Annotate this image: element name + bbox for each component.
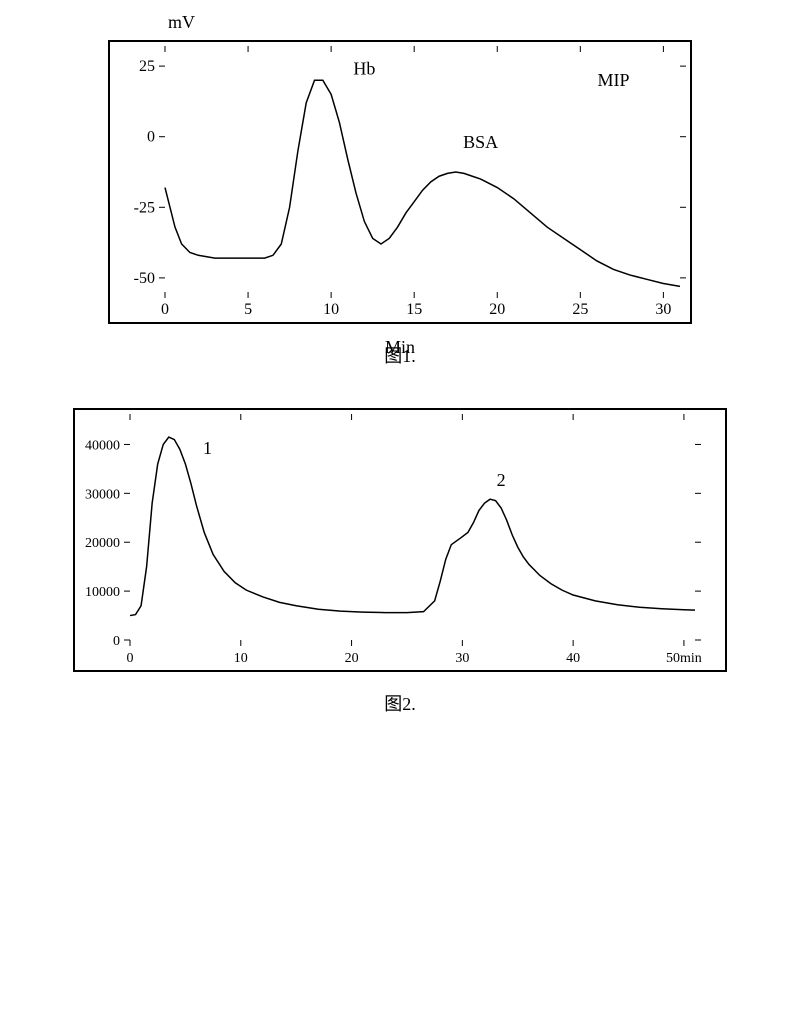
fig2-caption: 图2. <box>384 690 416 716</box>
svg-text:30: 30 <box>655 301 671 318</box>
svg-text:20: 20 <box>345 651 359 666</box>
svg-text:50min: 50min <box>666 651 702 666</box>
figure-2: 0 10000 20000 30000 40000 0 10 20 30 40 50min 1 2 图2… <box>40 408 760 716</box>
svg-text:5: 5 <box>244 301 252 318</box>
svg-text:20: 20 <box>489 301 505 318</box>
svg-text:0: 0 <box>127 651 134 666</box>
svg-text:-25: -25 <box>134 199 155 216</box>
fig1-x-axis-title: Min <box>385 337 415 358</box>
fig1-y-axis-title: mV <box>168 12 195 33</box>
fig1-chart-frame: -50 -25 0 25 0 5 10 15 20 25 30 Hb BSA MIP <box>108 40 692 324</box>
svg-text:15: 15 <box>406 301 422 318</box>
svg-text:10000: 10000 <box>85 585 120 600</box>
svg-text:-50: -50 <box>134 270 155 287</box>
svg-text:20000: 20000 <box>85 536 120 551</box>
svg-text:BSA: BSA <box>463 132 498 152</box>
svg-text:10: 10 <box>323 301 339 318</box>
svg-text:40000: 40000 <box>85 438 120 453</box>
svg-text:30000: 30000 <box>85 487 120 502</box>
svg-text:Hb: Hb <box>353 59 375 79</box>
fig2-chart-svg: 0 10000 20000 30000 40000 0 10 20 30 40 50min 1 2 <box>75 410 725 670</box>
svg-text:25: 25 <box>139 58 155 75</box>
svg-text:30: 30 <box>455 651 469 666</box>
figure-1: mV -50-25025051015202530HbBSAMIP Min 图1. <box>40 40 760 368</box>
svg-text:1: 1 <box>203 438 212 458</box>
svg-text:2: 2 <box>497 470 506 490</box>
svg-text:25: 25 <box>572 301 588 318</box>
svg-text:40: 40 <box>566 651 580 666</box>
svg-text:MIP: MIP <box>598 70 630 90</box>
svg-text:0: 0 <box>161 301 169 318</box>
svg-text:0: 0 <box>113 634 120 649</box>
svg-text:10: 10 <box>234 651 248 666</box>
fig2-chart-frame: 0 10000 20000 30000 40000 0 10 20 30 40 50min 1 2 <box>73 408 727 672</box>
fig1-chart-svg: -50 -25 0 25 0 5 10 15 20 25 30 Hb BSA MIP <box>110 42 690 322</box>
svg-text:0: 0 <box>147 129 155 146</box>
